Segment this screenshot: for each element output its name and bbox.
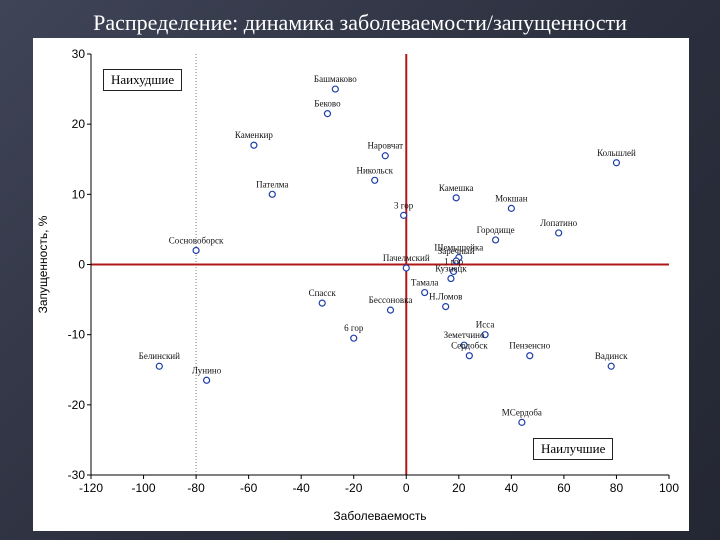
x-tick-label: -60: [240, 481, 258, 495]
data-point: [492, 236, 500, 244]
y-axis-title: Запущенность, %: [36, 215, 50, 313]
x-tick-label: 80: [610, 481, 624, 495]
worst-annotation: Наихудшие: [103, 69, 183, 91]
x-tick-label: 0: [403, 481, 410, 495]
data-point: [555, 229, 563, 237]
data-point: [421, 288, 429, 297]
scatter-chart: -120 -100 -80 -60 -40 -20 0 20 40 60 80 1003020100-…: [36, 47, 680, 523]
data-point: [402, 264, 410, 272]
point-label: 3 гор: [394, 200, 414, 210]
point-label: Сосновоборск: [169, 235, 224, 245]
data-point: [507, 204, 515, 212]
y-tick-label: 0: [78, 258, 85, 272]
axes-layer: -120 -100 -80 -60 -40 -20 0 20 40 60 80 1003020100-…: [68, 47, 680, 495]
data-point: [460, 341, 468, 349]
data-point: [612, 159, 621, 167]
data-point: [318, 299, 326, 307]
data-point: [442, 303, 450, 311]
data-point: [526, 352, 534, 360]
point-label: Каменкир: [235, 130, 274, 140]
point-label: Никольск: [356, 165, 393, 175]
data-point: [192, 246, 200, 255]
x-tick-label: -40: [293, 481, 311, 495]
data-point: [400, 211, 408, 219]
data-point: [447, 274, 455, 283]
y-tick-label: -30: [68, 468, 86, 482]
x-tick-label: -20: [345, 481, 363, 495]
data-point: [518, 418, 526, 426]
x-tick-label: 100: [659, 481, 679, 495]
y-tick-label: -20: [68, 398, 86, 412]
point-label: Заречный: [438, 246, 475, 256]
data-point: [381, 152, 389, 160]
point-label: Бессоновка: [369, 295, 413, 305]
point-label: Городище: [477, 225, 515, 235]
point-label: Бековo: [314, 99, 341, 109]
point-label: Лопатино: [540, 218, 578, 228]
y-tick-label: 20: [72, 117, 86, 131]
data-point: [449, 267, 458, 276]
y-tick-label: 30: [72, 47, 86, 61]
point-label: 6 гор: [344, 323, 364, 333]
y-tick-label: -10: [68, 328, 86, 342]
point-label: 1 гор: [444, 257, 464, 267]
point-label: Земетчино: [444, 330, 485, 340]
grid-layer: [91, 54, 669, 475]
data-point: [323, 110, 332, 118]
point-label: Кольшлей: [597, 148, 636, 158]
data-point: [386, 306, 395, 314]
point-label: Тамала: [411, 278, 438, 288]
x-tick-label: -100: [132, 481, 156, 495]
point-label: Сердобск: [451, 341, 488, 351]
x-tick-label: -80: [187, 481, 205, 495]
data-point: [371, 176, 379, 184]
point-label: Кузнецк: [435, 264, 467, 274]
point-label: Лунино: [192, 365, 222, 375]
point-label: Исса: [476, 320, 495, 330]
data-point: [331, 85, 339, 93]
x-tick-label: 20: [452, 481, 466, 495]
data-point: [465, 352, 473, 360]
point-label: Башмаково: [314, 74, 357, 84]
data-point: [607, 362, 615, 370]
points-layer: Башмаково Бековo Каменкир Наровчат Никольск К…: [139, 74, 636, 426]
best-annotation: Наилучшие: [533, 438, 614, 460]
point-label: МСердоба: [502, 407, 542, 417]
data-point: [203, 376, 211, 384]
point-label: Н.Ломов: [429, 292, 462, 302]
point-label: Пачелмский: [383, 253, 430, 263]
y-tick-label: 10: [72, 187, 86, 201]
x-tick-label: -120: [79, 481, 103, 495]
data-point: [452, 257, 460, 265]
data-point: [350, 334, 358, 342]
x-axis-title: Заболеваемость: [333, 509, 426, 523]
point-label: Камешка: [439, 183, 474, 193]
x-tick-label: 40: [505, 481, 519, 495]
point-label: Шемышейка: [434, 242, 483, 252]
data-point: [481, 331, 489, 339]
point-label: Пателма: [256, 179, 288, 189]
chart-panel: -120 -100 -80 -60 -40 -20 0 20 40 60 80 100 30 20 10 0-…: [33, 38, 689, 531]
point-label: Спасск: [309, 288, 337, 298]
point-label: Наровчат: [367, 141, 403, 151]
slide-title: Распределение: динамика заболеваемости/з…: [93, 10, 627, 35]
data-point: [155, 362, 163, 370]
point-label: Белинский: [139, 351, 180, 361]
data-point: [452, 194, 460, 202]
data-point: [250, 141, 258, 149]
point-label: Мокшан: [495, 193, 528, 203]
point-label: Пензенсно: [509, 341, 550, 351]
data-point: [268, 190, 276, 198]
x-tick-label: 60: [557, 481, 571, 495]
point-label: Вадинск: [595, 351, 628, 361]
